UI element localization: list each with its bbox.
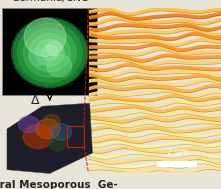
- Circle shape: [49, 137, 66, 151]
- Circle shape: [12, 18, 88, 88]
- Circle shape: [51, 124, 72, 140]
- Bar: [157, 161, 197, 167]
- Circle shape: [41, 45, 58, 60]
- Text: Chiral Mesoporous  Ge-
based Semiconductors: Chiral Mesoporous Ge- based Semiconducto…: [0, 180, 118, 189]
- Bar: [2, 8, 97, 94]
- Text: Chiral Nematic
Germania/CNC: Chiral Nematic Germania/CNC: [11, 0, 88, 3]
- Text: 2 μm: 2 μm: [167, 148, 188, 157]
- Circle shape: [23, 28, 76, 77]
- Circle shape: [47, 54, 72, 77]
- Circle shape: [35, 119, 60, 139]
- Circle shape: [47, 41, 62, 55]
- Circle shape: [23, 124, 53, 149]
- Bar: [67, 126, 84, 147]
- Circle shape: [43, 115, 60, 128]
- Circle shape: [29, 34, 71, 72]
- Polygon shape: [7, 103, 92, 174]
- Circle shape: [29, 48, 48, 66]
- Circle shape: [14, 20, 86, 86]
- Circle shape: [24, 18, 66, 56]
- Circle shape: [17, 23, 82, 82]
- Circle shape: [35, 40, 64, 66]
- Text: Δ: Δ: [31, 94, 40, 107]
- Circle shape: [18, 116, 39, 133]
